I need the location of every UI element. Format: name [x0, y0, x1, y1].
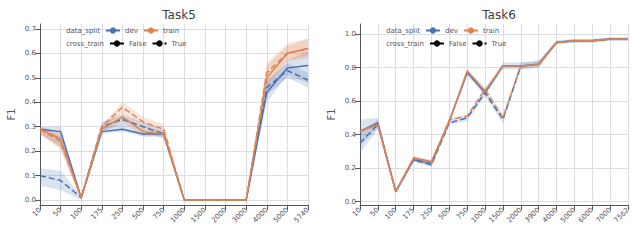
svg-text:0.4: 0.4: [25, 98, 37, 106]
svg-text:dev: dev: [125, 27, 138, 35]
svg-text:0.4: 0.4: [345, 131, 357, 139]
svg-text:5000: 5000: [559, 206, 577, 224]
svg-text:0.6: 0.6: [345, 97, 357, 105]
svg-text:1500: 1500: [190, 206, 208, 224]
svg-text:3900: 3900: [523, 206, 541, 224]
svg-text:cross_train: cross_train: [66, 40, 104, 48]
svg-text:2000: 2000: [210, 206, 228, 224]
svg-text:0.6: 0.6: [25, 49, 37, 57]
svg-text:175: 175: [90, 206, 105, 221]
svg-text:100: 100: [69, 206, 84, 221]
svg-text:0.8: 0.8: [345, 64, 356, 72]
svg-text:250: 250: [419, 206, 434, 221]
svg-text:5740: 5740: [293, 206, 311, 224]
svg-text:1000: 1000: [470, 206, 488, 224]
svg-text:F1: F1: [326, 108, 337, 120]
svg-text:10: 10: [31, 206, 43, 218]
svg-text:1500: 1500: [488, 206, 506, 224]
svg-text:train: train: [163, 27, 179, 35]
svg-text:0.2: 0.2: [25, 147, 36, 155]
svg-text:175: 175: [401, 206, 416, 221]
svg-text:True: True: [491, 40, 507, 48]
svg-text:1000: 1000: [169, 206, 187, 224]
svg-text:3000: 3000: [231, 206, 249, 224]
svg-text:Task6: Task6: [481, 8, 516, 22]
svg-text:False: False: [129, 40, 147, 48]
svg-text:0.5: 0.5: [25, 74, 36, 82]
svg-text:False: False: [449, 40, 467, 48]
svg-text:0.3: 0.3: [25, 123, 36, 131]
svg-text:0.0: 0.0: [345, 198, 356, 206]
svg-text:F1: F1: [6, 108, 17, 120]
svg-text:100: 100: [383, 206, 398, 221]
svg-text:6000: 6000: [577, 206, 595, 224]
svg-text:Task5: Task5: [161, 8, 196, 22]
svg-text:0.7: 0.7: [25, 25, 36, 33]
svg-text:0.0: 0.0: [25, 196, 36, 204]
svg-text:0.1: 0.1: [25, 172, 36, 180]
svg-text:2000: 2000: [505, 206, 523, 224]
svg-text:4000: 4000: [251, 206, 269, 224]
svg-text:50: 50: [369, 206, 381, 218]
svg-text:True: True: [171, 40, 187, 48]
svg-text:data_split: data_split: [66, 27, 100, 35]
svg-text:cross_train: cross_train: [386, 40, 424, 48]
svg-text:0.2: 0.2: [345, 164, 356, 172]
svg-text:data_split: data_split: [386, 27, 420, 35]
svg-text:dev: dev: [445, 27, 458, 35]
svg-text:7562: 7562: [613, 206, 631, 224]
svg-text:250: 250: [110, 206, 125, 221]
svg-text:train: train: [483, 27, 499, 35]
svg-text:500: 500: [437, 206, 452, 221]
svg-text:750: 750: [151, 206, 166, 221]
svg-text:500: 500: [131, 206, 146, 221]
svg-text:10: 10: [351, 206, 363, 218]
svg-text:5000: 5000: [272, 206, 290, 224]
svg-text:50: 50: [52, 206, 64, 218]
svg-text:4000: 4000: [541, 206, 559, 224]
svg-text:7000: 7000: [595, 206, 613, 224]
svg-text:1.0: 1.0: [345, 30, 356, 38]
svg-text:750: 750: [455, 206, 470, 221]
